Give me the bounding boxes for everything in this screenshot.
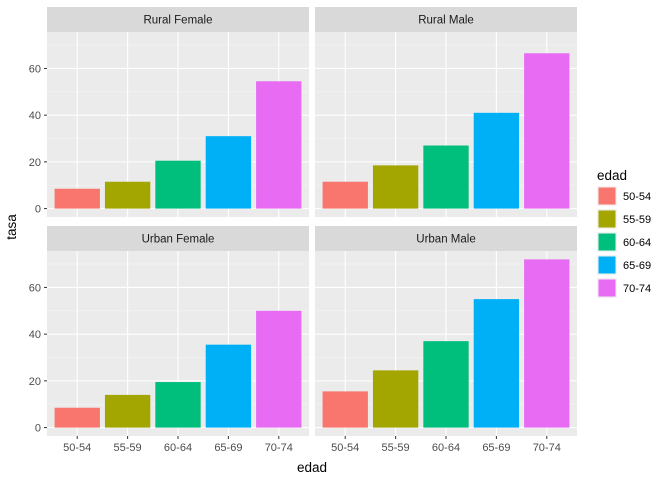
legend-title: edad	[597, 168, 627, 183]
x-tick-label: 55-59	[114, 442, 142, 454]
panels: Rural Female Rural Male Urban Female Urban …	[47, 7, 577, 436]
facet-strip-label: Urban Female	[142, 234, 215, 246]
x-tick-label: 70-74	[265, 442, 293, 454]
bar	[205, 344, 252, 428]
legend-label: 50-54	[623, 191, 651, 203]
bar	[322, 391, 368, 428]
y-axes: 0 20 40 60 0 20 40 60	[29, 63, 47, 435]
legend: edad 50-54 55-59 60-64 65-69 70-74	[597, 168, 651, 298]
facet-panel: Urban Female	[47, 226, 309, 436]
facet-panel: Rural Female	[47, 7, 309, 217]
facet-strip	[47, 7, 309, 32]
facet-panel: Rural Male	[315, 7, 577, 217]
bar	[423, 341, 469, 428]
y-tick-label: 0	[35, 423, 41, 435]
bar	[104, 181, 151, 209]
y-axis-title: tasa	[4, 214, 19, 240]
legend-key	[598, 233, 616, 251]
legend-label: 55-59	[623, 214, 651, 226]
y-tick-label: 20	[29, 376, 41, 388]
x-axis: 50-54 55-59 60-64 65-69 70-74 50-54 55-59 60-64…	[63, 436, 561, 454]
bar	[473, 112, 520, 209]
bar	[524, 259, 570, 428]
bar	[322, 181, 368, 209]
legend-label: 60-64	[623, 237, 651, 249]
x-tick-label: 70-74	[533, 442, 561, 454]
legend-key	[598, 256, 616, 274]
y-tick-label: 20	[29, 157, 41, 169]
facet-strip	[315, 226, 577, 251]
legend-key	[598, 279, 616, 297]
x-axis-title: edad	[297, 460, 327, 475]
x-tick-label: 60-64	[432, 442, 460, 454]
bar	[104, 394, 151, 428]
x-tick-label: 50-54	[63, 442, 91, 454]
facet-strip-label: Urban Male	[416, 234, 475, 246]
x-tick-label: 65-69	[482, 442, 510, 454]
x-tick-label: 50-54	[331, 442, 359, 454]
bar	[473, 299, 520, 428]
facet-strip-label: Rural Male	[418, 15, 474, 27]
x-tick-label: 60-64	[164, 442, 192, 454]
bar	[54, 188, 100, 209]
facet-panel: Urban Male	[315, 226, 577, 436]
y-tick-label: 40	[29, 329, 41, 341]
y-tick-label: 60	[29, 63, 41, 75]
bar	[155, 382, 201, 428]
bar	[372, 370, 419, 428]
legend-label: 70-74	[623, 283, 651, 295]
bar	[256, 310, 302, 428]
legend-label: 65-69	[623, 260, 651, 272]
y-tick-label: 60	[29, 282, 41, 294]
facet-strip-label: Rural Female	[143, 15, 212, 27]
facet-strip	[315, 7, 577, 32]
legend-key	[598, 210, 616, 228]
x-tick-label: 55-59	[382, 442, 410, 454]
legend-key	[598, 187, 616, 205]
x-tick-label: 65-69	[214, 442, 242, 454]
y-tick-label: 40	[29, 110, 41, 122]
bar	[372, 165, 419, 209]
bar	[205, 136, 252, 209]
y-tick-label: 0	[35, 204, 41, 216]
bar	[423, 145, 469, 209]
facet-strip	[47, 226, 309, 251]
bar	[256, 81, 302, 209]
bar	[155, 160, 201, 209]
bar	[524, 53, 570, 209]
bar	[54, 407, 100, 428]
